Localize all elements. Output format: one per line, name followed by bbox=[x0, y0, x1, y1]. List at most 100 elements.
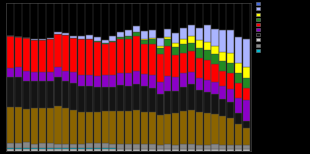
Bar bbox=[46, 81, 54, 108]
Bar bbox=[39, 40, 46, 71]
Bar bbox=[196, 112, 203, 145]
Bar bbox=[70, 149, 77, 151]
Bar bbox=[219, 145, 226, 149]
Bar bbox=[172, 113, 179, 145]
Bar bbox=[157, 94, 164, 115]
Bar bbox=[172, 55, 179, 77]
Bar bbox=[235, 63, 242, 73]
Bar bbox=[102, 143, 108, 148]
Bar bbox=[7, 36, 15, 68]
Bar bbox=[188, 36, 195, 43]
Bar bbox=[102, 149, 108, 151]
Bar bbox=[211, 46, 219, 54]
Bar bbox=[125, 30, 132, 36]
Bar bbox=[227, 102, 234, 118]
Bar bbox=[243, 145, 250, 149]
Bar bbox=[15, 143, 22, 148]
Bar bbox=[188, 109, 195, 144]
Bar bbox=[78, 39, 85, 75]
Bar bbox=[180, 149, 187, 151]
Bar bbox=[211, 82, 219, 94]
Bar bbox=[31, 40, 38, 72]
Bar bbox=[219, 116, 226, 145]
Bar bbox=[149, 30, 156, 38]
Bar bbox=[7, 148, 15, 149]
Bar bbox=[70, 144, 77, 148]
Bar bbox=[86, 35, 93, 39]
Bar bbox=[243, 78, 250, 88]
Bar bbox=[78, 36, 85, 39]
Bar bbox=[211, 64, 219, 82]
Bar bbox=[164, 39, 171, 46]
Bar bbox=[78, 75, 85, 86]
Bar bbox=[55, 34, 62, 67]
Bar bbox=[219, 71, 226, 86]
Bar bbox=[94, 112, 101, 143]
Bar bbox=[219, 52, 226, 61]
Bar bbox=[117, 73, 124, 85]
Bar bbox=[180, 44, 187, 53]
Bar bbox=[227, 149, 234, 151]
Bar bbox=[46, 108, 54, 143]
Bar bbox=[31, 144, 38, 148]
Bar bbox=[23, 142, 30, 148]
Bar bbox=[46, 38, 54, 39]
Bar bbox=[94, 149, 101, 151]
Bar bbox=[235, 37, 242, 63]
Bar bbox=[227, 53, 234, 63]
Bar bbox=[15, 148, 22, 149]
Bar bbox=[204, 79, 211, 92]
Bar bbox=[94, 87, 101, 112]
Bar bbox=[102, 40, 108, 43]
Bar bbox=[7, 68, 15, 77]
Bar bbox=[86, 39, 93, 75]
Bar bbox=[94, 148, 101, 149]
Bar bbox=[157, 48, 164, 54]
Bar bbox=[109, 111, 117, 144]
Bar bbox=[15, 77, 22, 107]
Bar bbox=[204, 42, 211, 50]
Bar bbox=[211, 54, 219, 64]
Bar bbox=[211, 149, 219, 151]
Bar bbox=[188, 43, 195, 51]
Bar bbox=[62, 144, 69, 148]
Bar bbox=[141, 112, 148, 144]
Bar bbox=[133, 36, 140, 71]
Bar bbox=[86, 86, 93, 112]
Bar bbox=[86, 148, 93, 149]
Bar bbox=[94, 143, 101, 148]
Bar bbox=[219, 149, 226, 151]
Bar bbox=[70, 38, 77, 72]
Bar bbox=[243, 121, 250, 128]
Bar bbox=[235, 83, 242, 98]
Bar bbox=[125, 111, 132, 144]
Bar bbox=[55, 148, 62, 149]
Bar bbox=[204, 149, 211, 151]
Bar bbox=[102, 148, 108, 149]
Bar bbox=[55, 149, 62, 151]
Bar bbox=[149, 75, 156, 88]
Bar bbox=[157, 115, 164, 145]
Bar bbox=[31, 148, 38, 149]
Bar bbox=[243, 149, 250, 151]
Bar bbox=[164, 91, 171, 114]
Bar bbox=[23, 38, 30, 71]
Bar bbox=[70, 110, 77, 144]
Bar bbox=[188, 25, 195, 36]
Bar bbox=[172, 77, 179, 91]
Bar bbox=[70, 36, 77, 38]
Bar bbox=[70, 72, 77, 83]
Bar bbox=[117, 32, 124, 37]
Bar bbox=[46, 149, 54, 151]
Bar bbox=[243, 39, 250, 67]
Bar bbox=[55, 67, 62, 77]
Bar bbox=[15, 67, 22, 77]
Bar bbox=[149, 144, 156, 149]
Bar bbox=[211, 114, 219, 144]
Bar bbox=[86, 75, 93, 86]
Bar bbox=[46, 39, 54, 71]
Bar bbox=[62, 148, 69, 149]
Bar bbox=[39, 143, 46, 148]
Bar bbox=[78, 149, 85, 151]
Bar bbox=[55, 106, 62, 144]
